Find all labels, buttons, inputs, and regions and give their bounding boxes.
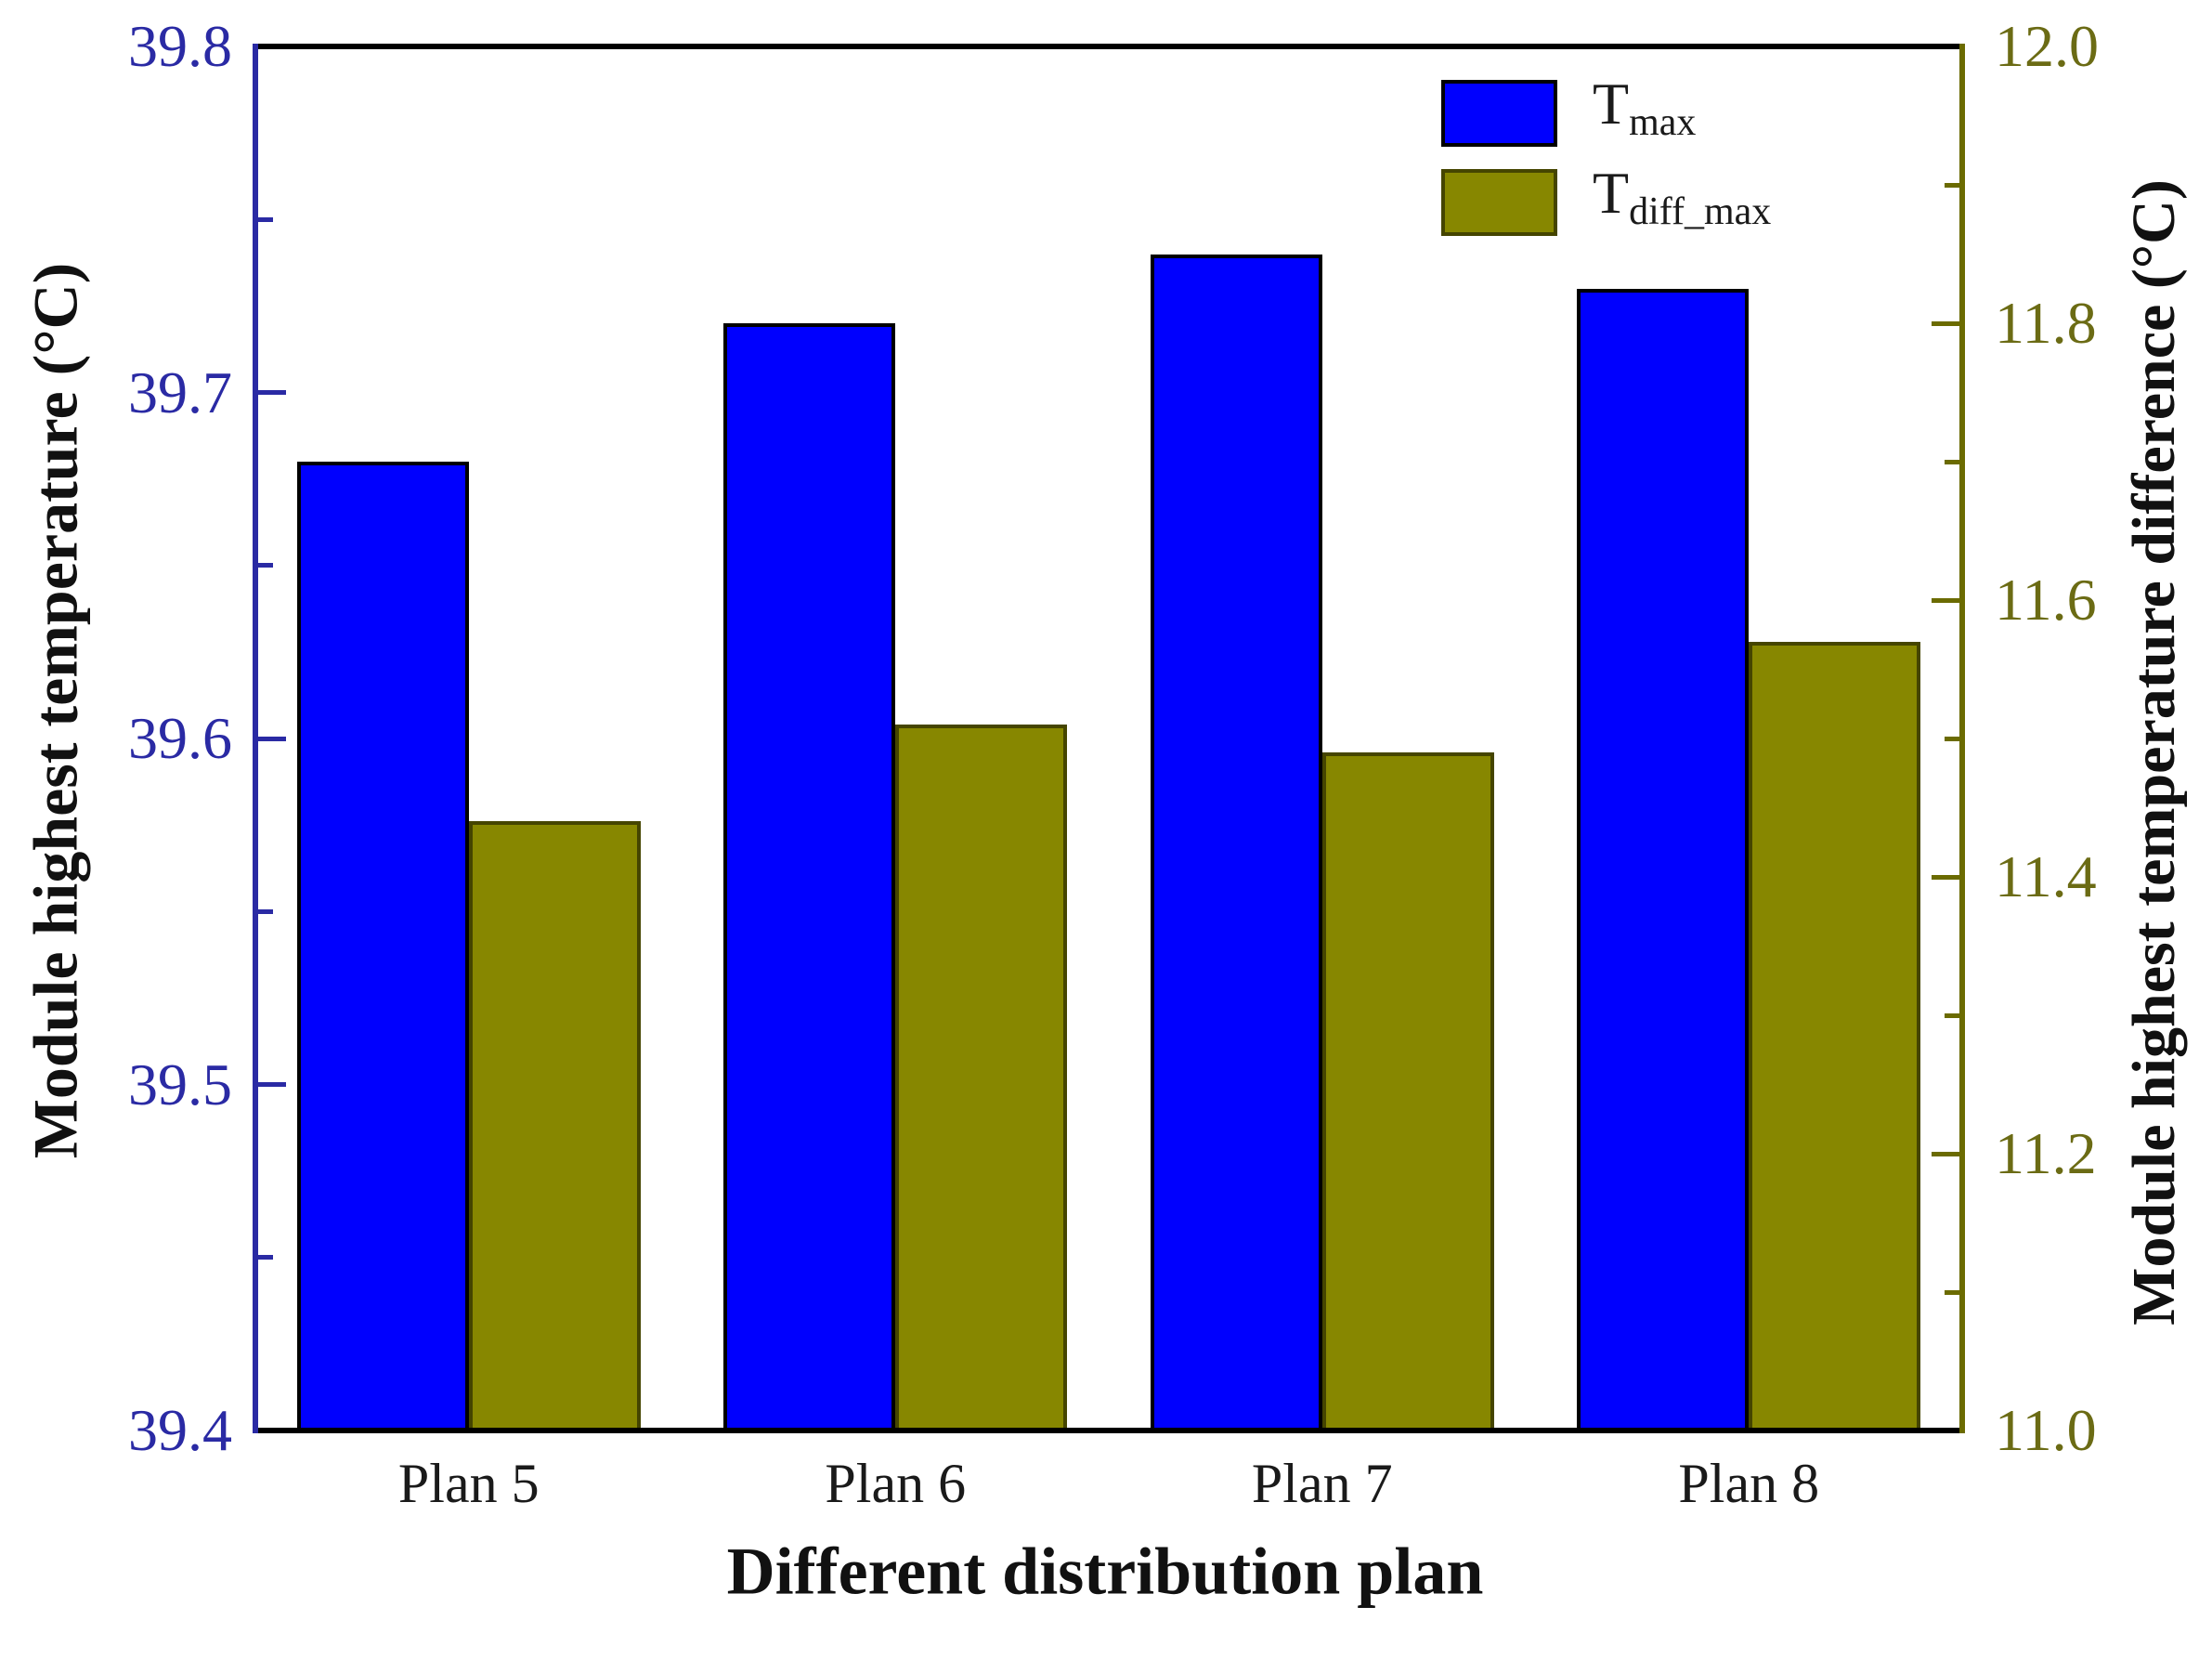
bottom-axis-line — [253, 1428, 1965, 1433]
left-axis-minor-tick — [258, 1255, 273, 1261]
left-axis-tick-label: 39.6 — [128, 705, 232, 771]
left-axis-title: Module highest temperature (°C) — [20, 262, 91, 1159]
bar-t_diff_max-plan-5 — [468, 821, 641, 1430]
left-axis-major-tick — [258, 736, 286, 741]
right-axis-major-tick — [1932, 320, 1959, 326]
right-axis-tick-label: 11.0 — [1995, 1397, 2097, 1463]
right-axis-tick-label: 11.8 — [1995, 290, 2097, 356]
bar-t_max-plan-8 — [1577, 288, 1750, 1430]
top-axis-line — [253, 44, 1965, 49]
bar-t_diff_max-plan-6 — [895, 725, 1068, 1430]
bar-t_max-plan-5 — [296, 462, 469, 1430]
right-axis-minor-tick — [1945, 459, 1959, 464]
bar-t_max-plan-7 — [1150, 254, 1322, 1430]
bar-t_diff_max-plan-8 — [1749, 641, 1921, 1430]
left-axis-tick-label: 39.8 — [128, 13, 232, 79]
right-axis-tick-label: 11.2 — [1995, 1120, 2097, 1186]
legend-label-tmax-main: T — [1593, 71, 1630, 137]
legend-item-tdiffmax: Tdiff_max — [1441, 160, 1771, 236]
x-tick-label-plan-6: Plan 6 — [825, 1453, 967, 1514]
bar-t_max-plan-6 — [723, 323, 896, 1430]
legend: Tmax Tdiff_max — [1441, 71, 1771, 258]
x-tick-label-plan-5: Plan 5 — [397, 1453, 540, 1514]
legend-label-tdiffmax-main: T — [1593, 160, 1630, 227]
x-tick-label-plan-8: Plan 8 — [1678, 1453, 1820, 1514]
left-axis-minor-tick — [258, 908, 273, 914]
right-axis-major-tick — [1932, 874, 1959, 880]
right-axis-minor-tick — [1945, 1012, 1959, 1018]
right-axis-tick-label: 11.6 — [1995, 567, 2097, 633]
right-axis-minor-tick — [1945, 736, 1959, 741]
legend-item-tmax: Tmax — [1441, 71, 1771, 147]
left-axis-minor-tick — [258, 563, 273, 568]
legend-label-tdiffmax-sub: diff_max — [1629, 189, 1772, 233]
legend-swatch-tdiffmax — [1441, 169, 1557, 236]
right-axis-title: Module highest temperature difference (°… — [2120, 179, 2188, 1326]
left-axis-tick-label: 39.4 — [128, 1397, 232, 1463]
x-axis-title: Different distribution plan — [726, 1534, 1484, 1609]
right-axis-major-tick — [1932, 597, 1959, 603]
legend-label-tmax: Tmax — [1593, 71, 1696, 156]
legend-label-tdiffmax: Tdiff_max — [1593, 160, 1771, 245]
left-axis-minor-tick — [258, 216, 273, 222]
left-axis-line — [253, 44, 258, 1433]
right-axis-minor-tick — [1945, 182, 1959, 188]
legend-label-tmax-sub: max — [1629, 100, 1697, 144]
left-axis-tick-label: 39.7 — [128, 359, 232, 425]
right-axis-minor-tick — [1945, 1289, 1959, 1295]
right-axis-tick-label: 12.0 — [1995, 13, 2099, 79]
bar-t_diff_max-plan-7 — [1321, 751, 1494, 1430]
legend-swatch-tmax — [1441, 80, 1557, 147]
right-axis-tick-label: 11.4 — [1995, 843, 2097, 909]
left-axis-major-tick — [258, 390, 286, 395]
left-axis-major-tick — [258, 1082, 286, 1087]
right-axis-major-tick — [1932, 1151, 1959, 1156]
x-tick-label-plan-7: Plan 7 — [1251, 1453, 1393, 1514]
left-axis-tick-label: 39.5 — [128, 1051, 232, 1117]
right-axis-line — [1959, 44, 1965, 1433]
